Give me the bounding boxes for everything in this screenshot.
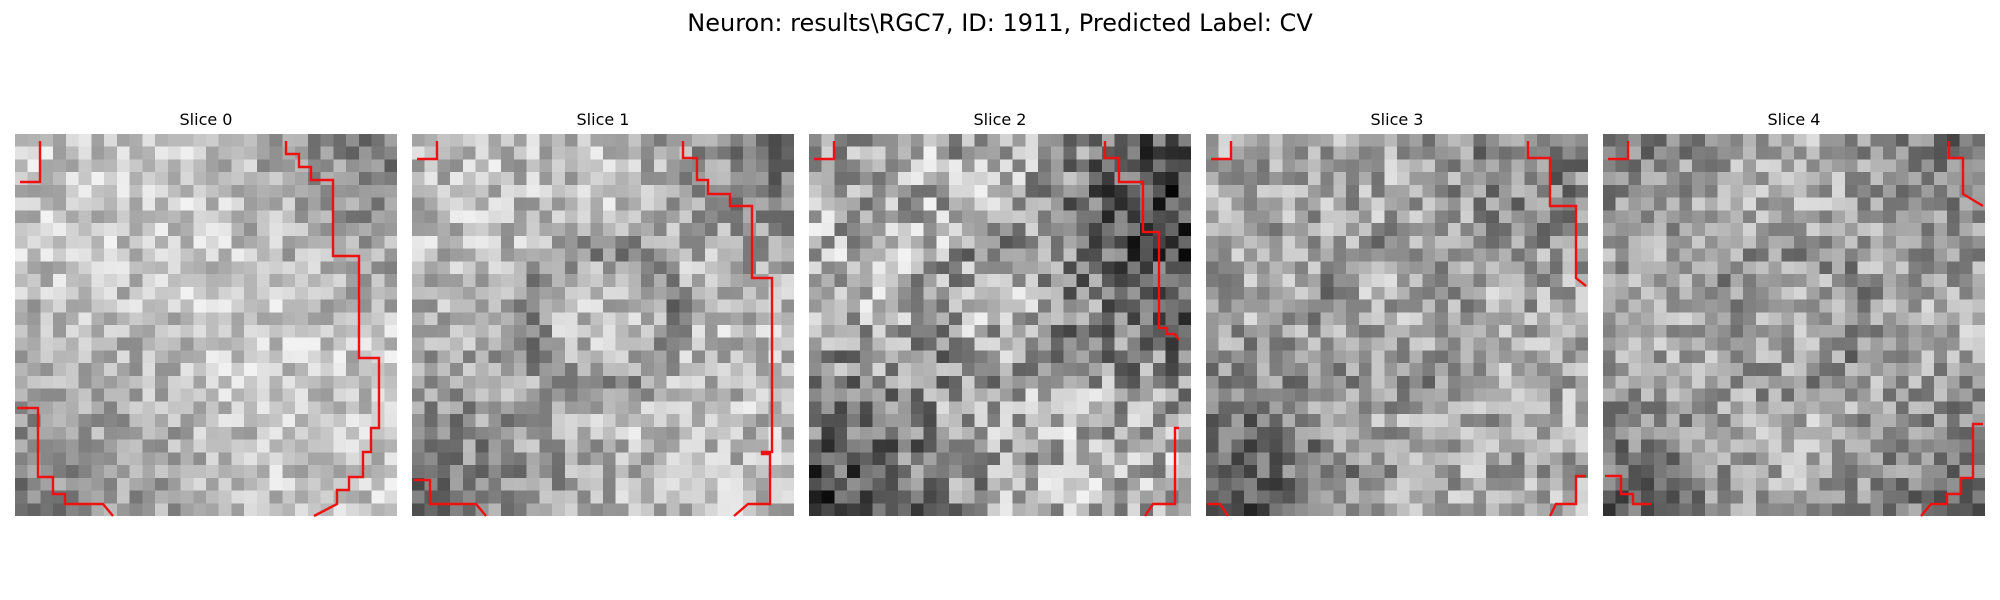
figure-title: Neuron: results\RGC7, ID: 1911, Predicte…	[687, 9, 1313, 37]
segmentation-contour	[814, 141, 1180, 517]
slice-title: Slice 0	[179, 110, 233, 129]
microscopy-slice-image	[1206, 134, 1588, 516]
slice-panel-1: Slice 1	[412, 110, 794, 517]
slice-panel-3: Slice 3	[1206, 110, 1588, 517]
microscopy-slice-image	[1603, 134, 1985, 516]
segmentation-contour	[1208, 141, 1587, 517]
slice-panel-0: Slice 0	[15, 110, 397, 518]
slice-panel-2: Slice 2	[809, 110, 1191, 517]
slice-title: Slice 1	[576, 110, 630, 129]
segmentation-contour	[17, 141, 381, 518]
segmentation-contour	[414, 141, 774, 517]
microscopy-slice-image	[809, 134, 1191, 516]
segmentation-contour	[1605, 141, 1984, 517]
slice-title: Slice 3	[1370, 110, 1424, 129]
slice-panel-4: Slice 4	[1603, 110, 1985, 517]
slice-title: Slice 2	[973, 110, 1027, 129]
slice-title: Slice 4	[1767, 110, 1821, 129]
